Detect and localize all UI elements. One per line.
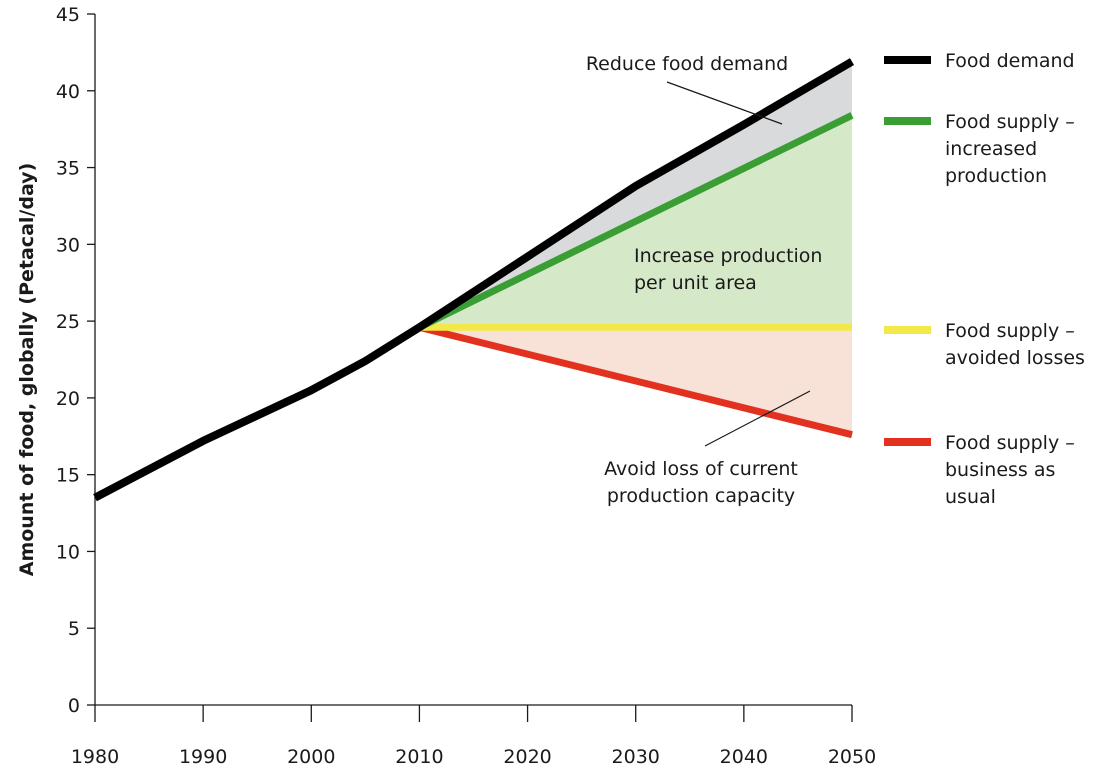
x-tick-label: 2050 bbox=[828, 746, 876, 768]
series-lines bbox=[93, 58, 855, 502]
legend-label: Food supply – bbox=[945, 432, 1075, 454]
y-axis-label: Amount of food, globally (Petacal/day) bbox=[16, 163, 38, 577]
annotation-increase-production-text: Increase production bbox=[634, 245, 822, 267]
legend: Food demand Food supply – increased product… bbox=[884, 50, 1085, 508]
legend-label: usual bbox=[945, 486, 996, 508]
x-tick-label: 2040 bbox=[720, 746, 768, 768]
legend-label: Food demand bbox=[945, 50, 1075, 72]
annotation-avoid-loss-text: Avoid loss of current bbox=[604, 458, 798, 480]
legend-label: increased bbox=[945, 138, 1037, 160]
annotation-avoid-loss-text: production capacity bbox=[607, 485, 795, 507]
x-tick-label: 1980 bbox=[71, 746, 119, 768]
y-tick-label: 0 bbox=[68, 695, 80, 717]
x-tick-label: 2030 bbox=[612, 746, 660, 768]
x-tick-label: 2000 bbox=[287, 746, 335, 768]
x-tick-label: 1990 bbox=[179, 746, 227, 768]
legend-label: business as bbox=[945, 459, 1055, 481]
y-tick-label: 40 bbox=[56, 81, 80, 103]
annotation-increase-production-text: per unit area bbox=[634, 272, 757, 294]
y-tick-label: 30 bbox=[56, 234, 80, 256]
annotations: Reduce food demand Increase production per… bbox=[586, 53, 823, 507]
y-tick-label: 5 bbox=[68, 618, 80, 640]
y-tick-label: 15 bbox=[56, 465, 80, 487]
y-tick-label: 10 bbox=[56, 541, 80, 563]
legend-label: production bbox=[945, 165, 1047, 187]
y-tick-label: 35 bbox=[56, 158, 80, 180]
legend-label: Food supply – bbox=[945, 320, 1075, 342]
legend-label: Food supply – bbox=[945, 111, 1075, 133]
x-tick-label: 2010 bbox=[395, 746, 443, 768]
series-line-food-supply-business-as-usual bbox=[418, 323, 853, 439]
annotation-reduce-demand-text: Reduce food demand bbox=[586, 53, 788, 75]
y-tick-label: 45 bbox=[56, 4, 80, 26]
x-tick-label: 2020 bbox=[503, 746, 551, 768]
series-line-food-supply-increased-production bbox=[417, 112, 854, 331]
series-line-food-demand bbox=[93, 58, 855, 502]
axes: 0 5 10 15 20 25 30 35 40 45 1980 1990 2000 2010 2020 20… bbox=[16, 4, 876, 768]
legend-label: avoided losses bbox=[945, 347, 1085, 369]
y-tick-label: 20 bbox=[56, 388, 80, 410]
y-tick-label: 25 bbox=[56, 311, 80, 333]
annotation-avoid-loss-leader bbox=[704, 390, 811, 447]
annotation-reduce-demand-leader bbox=[666, 81, 783, 125]
